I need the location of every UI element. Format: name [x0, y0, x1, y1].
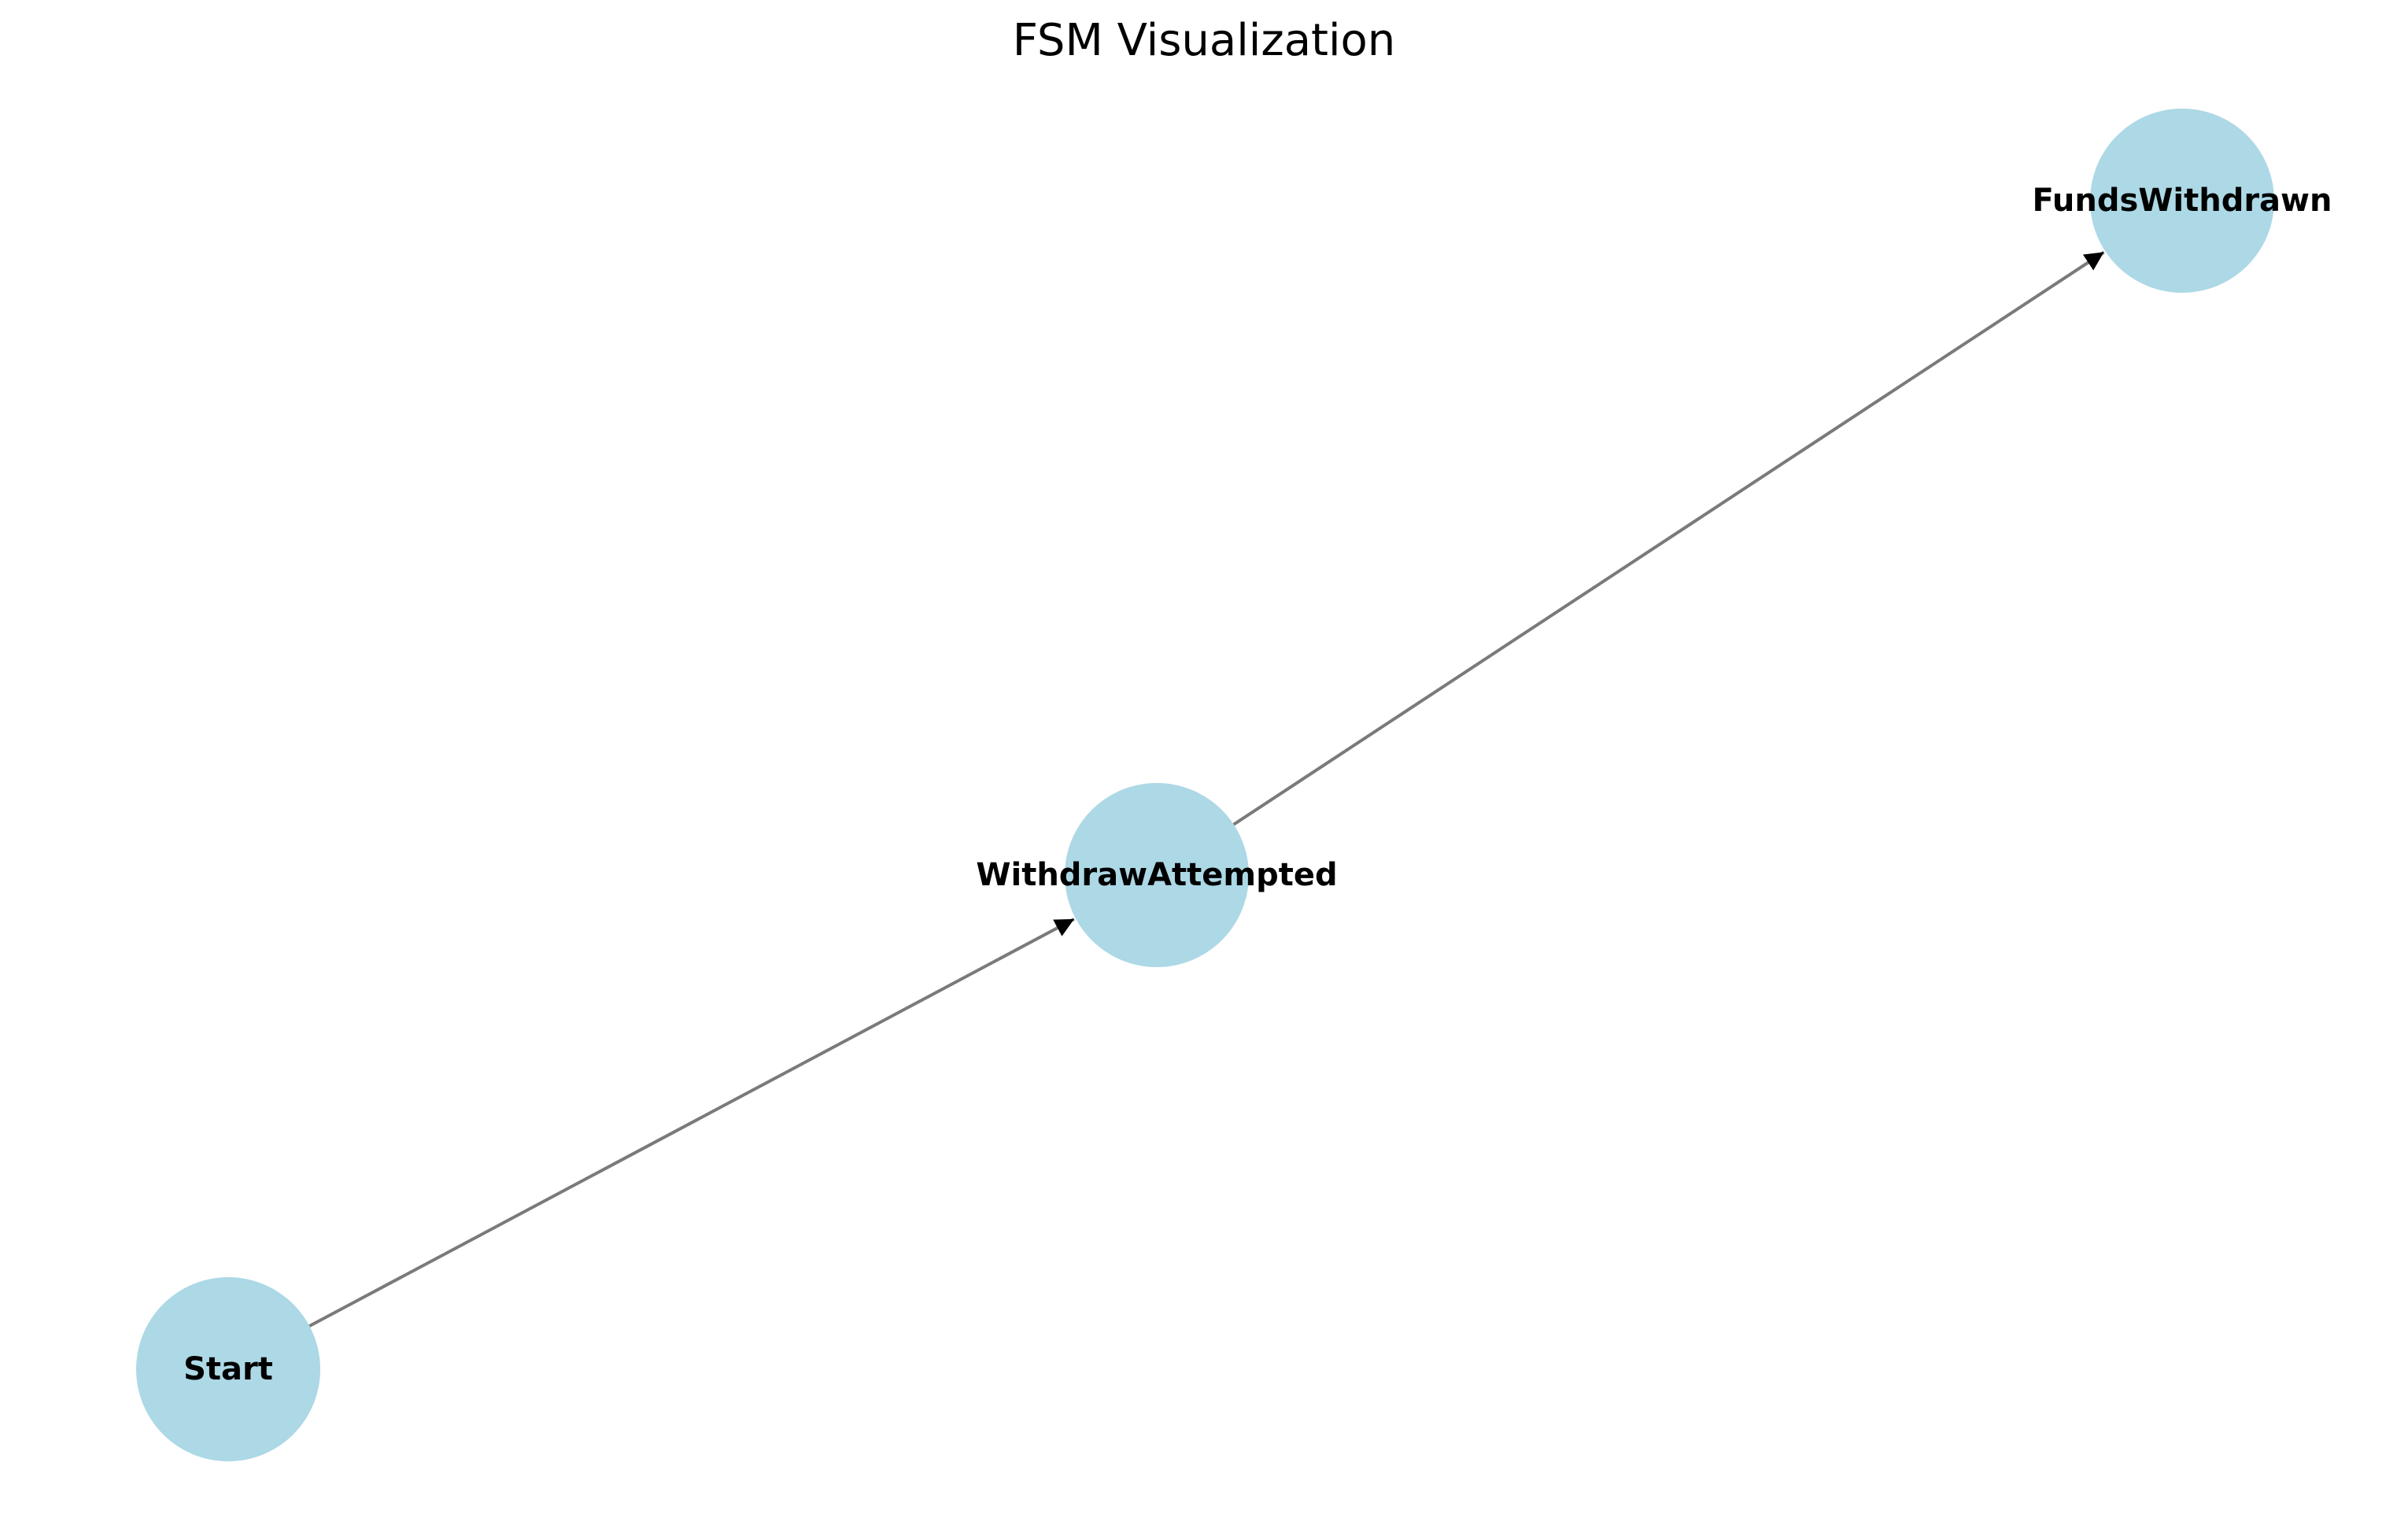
node-circle [136, 1277, 320, 1461]
nodes-layer: Start WithdrawAttempted FundsWithdrawn [136, 109, 2332, 1461]
transition-edge-withdraw-attempted-to-funds-withdrawn [1232, 250, 2105, 826]
state-node-funds-withdrawn[interactable]: FundsWithdrawn [2033, 109, 2332, 293]
node-label: FundsWithdrawn [2033, 183, 2332, 219]
node-circle [1065, 783, 1249, 967]
edges-layer [308, 250, 2105, 1328]
node-label: Start [183, 1351, 273, 1387]
transition-edge-start-to-withdraw-attempted [308, 918, 1075, 1328]
node-circle [2090, 109, 2274, 293]
state-node-start[interactable]: Start [136, 1277, 320, 1461]
state-node-withdraw-attempted[interactable]: WithdrawAttempted [976, 783, 1338, 967]
diagram-title: FSM Visualization [1013, 15, 1396, 66]
node-label: WithdrawAttempted [976, 857, 1337, 893]
